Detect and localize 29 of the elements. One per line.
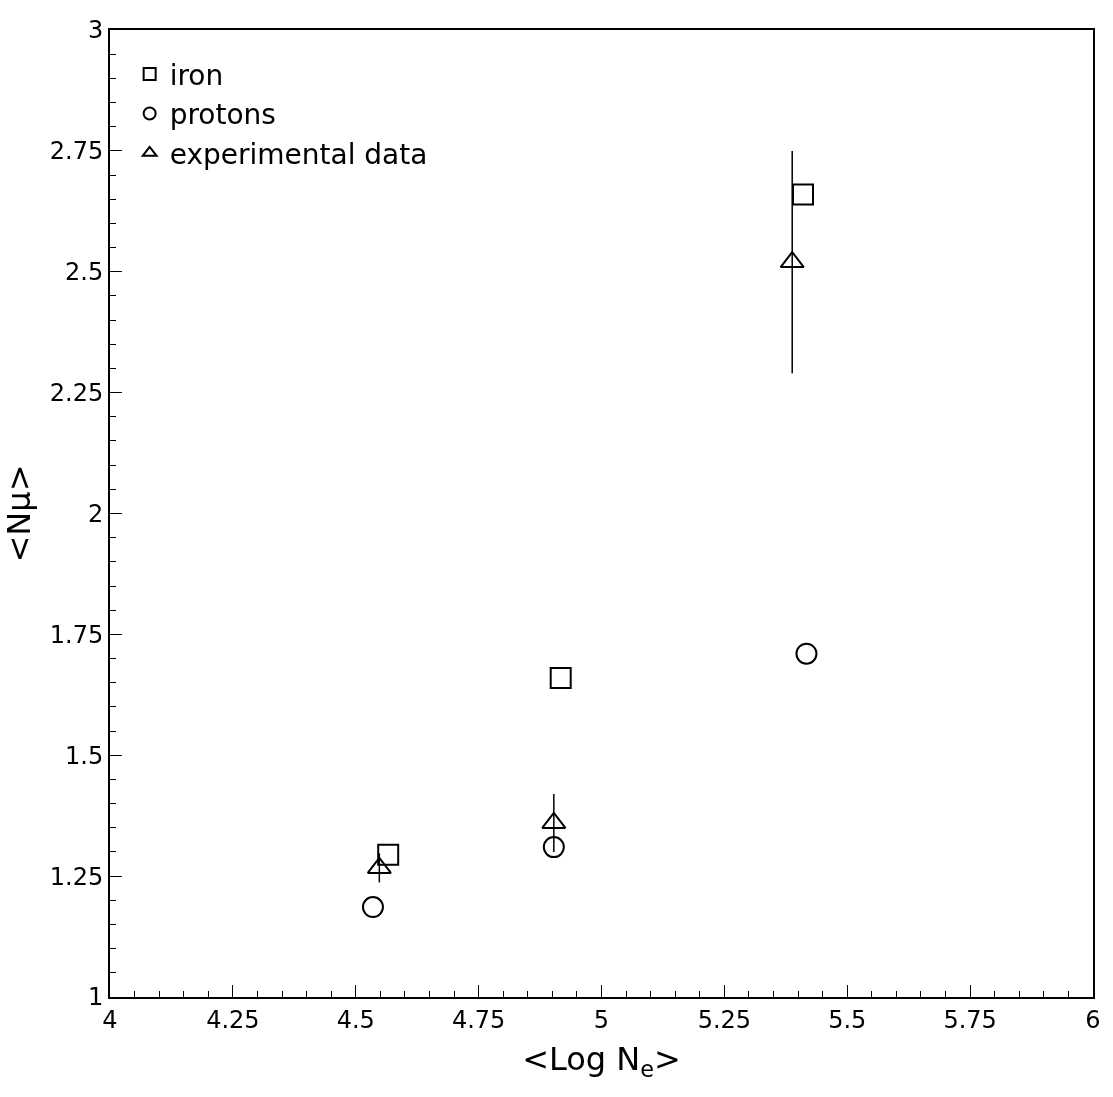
x-tick-label: 5.5 xyxy=(828,1005,867,1034)
y-tick-label: 1.75 xyxy=(49,620,104,649)
legend-label: experimental data xyxy=(169,137,428,171)
legend-label: protons xyxy=(169,98,276,132)
point xyxy=(377,843,400,866)
y-tick-label: 2.5 xyxy=(65,258,104,287)
point xyxy=(549,666,572,689)
x-axis-title: <Log N$_{e}$> xyxy=(522,1040,681,1082)
legend-label: iron xyxy=(169,58,224,92)
y-axis-title: <Nμ> xyxy=(0,464,38,563)
x-tick-label: 4.5 xyxy=(336,1005,375,1034)
y-tick-label: 1.25 xyxy=(49,862,104,891)
x-tick-label: 4.25 xyxy=(206,1005,260,1034)
y-tick-label: 2.75 xyxy=(49,137,104,166)
y-tick-label: 1 xyxy=(87,983,104,1012)
x-tick-label: 4.75 xyxy=(451,1005,506,1034)
x-tick-label: 6 xyxy=(1085,1005,1101,1034)
point xyxy=(361,896,384,919)
y-tick-label: 3 xyxy=(87,16,104,45)
y-tick-label: 1.5 xyxy=(65,741,104,770)
point xyxy=(795,642,818,665)
x-tick-label: 5.25 xyxy=(697,1005,752,1034)
point xyxy=(792,183,815,206)
x-tick-label: 4 xyxy=(102,1005,118,1034)
y-tick-label: 2.25 xyxy=(49,379,104,408)
point xyxy=(542,836,565,859)
x-tick-label: 5.75 xyxy=(943,1005,997,1034)
x-tick-label: 5 xyxy=(593,1005,610,1034)
y-tick-label: 2 xyxy=(87,499,104,528)
